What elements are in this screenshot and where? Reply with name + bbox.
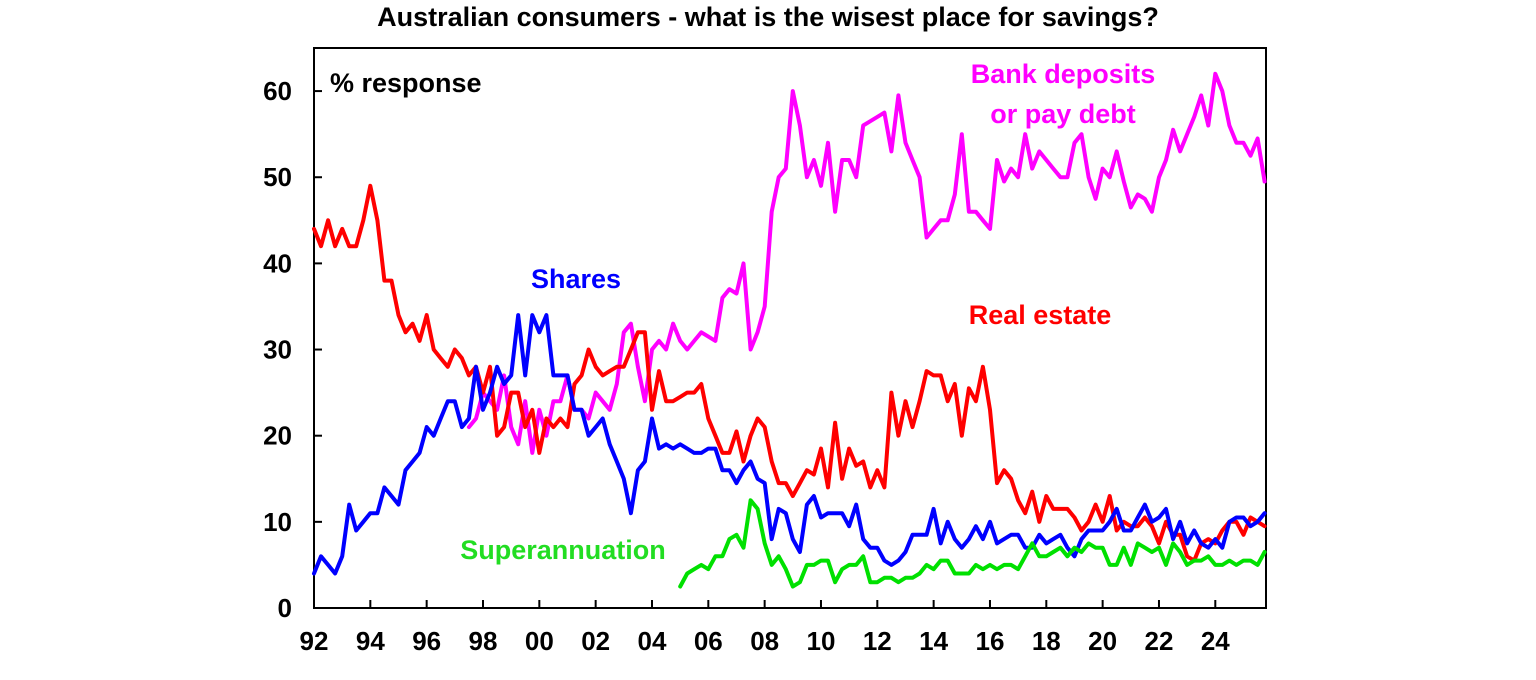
series-line-shares <box>312 313 1267 576</box>
series-line-real-estate <box>312 183 1267 563</box>
x-tick-label: 06 <box>694 626 723 656</box>
plot-area-frame <box>313 47 1267 609</box>
y-tick-label: 0 <box>278 593 292 623</box>
y-tick-label: 60 <box>263 76 292 106</box>
x-tick-label: 96 <box>412 626 441 656</box>
x-tick-label: 00 <box>525 626 554 656</box>
y-tick-label: 50 <box>263 162 292 192</box>
chart-title: Australian consumers - what is the wises… <box>377 2 1159 32</box>
x-tick-label: 92 <box>300 626 329 656</box>
y-tick-label: 10 <box>263 507 292 537</box>
series-label-shares: Shares <box>531 264 621 294</box>
x-tick-label: 18 <box>1032 626 1061 656</box>
x-tick-label: 10 <box>807 626 836 656</box>
x-tick-label: 16 <box>976 626 1005 656</box>
x-tick-label: 12 <box>863 626 892 656</box>
series-line-superannuation <box>678 498 1267 589</box>
y-tick-label: 20 <box>263 421 292 451</box>
series-label-real-estate: Real estate <box>969 300 1112 330</box>
x-tick-label: 98 <box>469 626 498 656</box>
x-axis: 92 94 96 98 00 02 04 06 08 10 12 14 16 18 20 22 24 <box>300 600 1230 656</box>
y-tick-label: 30 <box>263 335 292 365</box>
x-tick-label: 24 <box>1201 626 1230 656</box>
x-tick-label: 14 <box>919 626 948 656</box>
series-label-bank-deposits-line1: Bank deposits <box>971 59 1156 89</box>
series-label-bank-deposits-line2: or pay debt <box>990 99 1136 129</box>
x-tick-label: 08 <box>750 626 779 656</box>
y-tick-label: 40 <box>263 248 292 278</box>
x-tick-label: 22 <box>1145 626 1174 656</box>
x-tick-label: 20 <box>1088 626 1117 656</box>
series-label-superannuation: Superannuation <box>460 535 666 565</box>
x-tick-label: 94 <box>356 626 385 656</box>
series-line-bank-deposits-or-pay-debt <box>466 71 1267 455</box>
y-axis: 0 10 20 30 40 50 60 <box>263 76 322 623</box>
x-tick-label: 02 <box>581 626 610 656</box>
series-lines <box>312 71 1267 589</box>
y-axis-label: % response <box>330 68 482 98</box>
x-tick-label: 04 <box>638 626 667 656</box>
